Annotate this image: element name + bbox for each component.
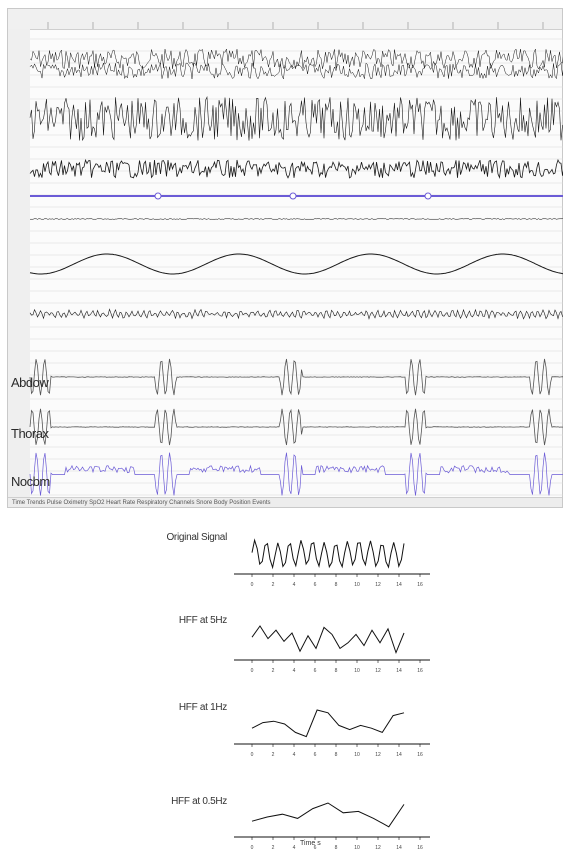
x-tick-label: 10 <box>354 582 360 588</box>
x-tick-label: 8 <box>335 668 338 674</box>
panel-label-hff-5hz: HFF at 5Hz <box>178 615 227 626</box>
psg-signal-viewer: Abdow Thorax Nocbm Time Trends Pulse Oxi… <box>7 8 563 508</box>
x-tick-label: 14 <box>396 752 402 758</box>
x-tick-label: 4 <box>293 752 296 758</box>
x-tick-label: 12 <box>375 752 381 758</box>
x-tick-label: 4 <box>293 668 296 674</box>
x-tick-label: 10 <box>354 845 360 850</box>
x-tick-label: 12 <box>375 668 381 674</box>
hff-plots: 0 2 4 6 8 10 12 14 16 0 2 4 6 8 10 12 14 16 0 2 4 6 8 10 12 14 16 0… <box>234 538 430 851</box>
channel-label-thorax: Thorax <box>11 426 49 441</box>
x-tick-label: 0 <box>251 845 254 850</box>
ecg-trace <box>29 217 563 221</box>
status-bar: Time Trends Pulse Oximetry SpO2 Heart Ra… <box>8 497 562 507</box>
psg-traces <box>8 22 563 499</box>
x-tick-label: 6 <box>314 845 317 850</box>
emg-trace <box>29 158 563 180</box>
x-tick-label: 2 <box>272 752 275 758</box>
x-tick-label: 8 <box>335 845 338 850</box>
thorax-trace <box>29 408 563 446</box>
x-tick-label: 12 <box>375 845 381 850</box>
x-tick-label: 4 <box>293 582 296 588</box>
waveform-hff-0.5hz <box>251 802 405 828</box>
abdomen-trace <box>29 358 563 396</box>
x-tick-label: 10 <box>354 668 360 674</box>
hff-filter-figure: Original Signal HFF at 5Hz HFF at 1Hz HF… <box>0 512 563 851</box>
channel-label-nasal: Nocbm <box>11 474 50 489</box>
x-tick-label: 2 <box>272 845 275 850</box>
waveform-original-signal <box>251 538 405 570</box>
panel-label-hff-1hz: HFF at 1Hz <box>178 702 227 713</box>
x-tick-label: 0 <box>251 752 254 758</box>
waveform-hff-5hz <box>251 625 405 655</box>
x-tick-label: 2 <box>272 668 275 674</box>
eeg-trace-2 <box>29 62 563 80</box>
x-axis-label: Time s <box>300 840 321 847</box>
x-tick-label: 10 <box>354 752 360 758</box>
x-tick-label: 6 <box>314 668 317 674</box>
x-tick-label: 16 <box>417 668 423 674</box>
panel-label-hff-0.5hz: HFF at 0.5Hz <box>171 796 227 807</box>
eeg-trace-3 <box>29 96 563 142</box>
x-tick-label: 16 <box>417 845 423 850</box>
x-tick-label: 16 <box>417 752 423 758</box>
panel-label-original: Original Signal <box>166 532 227 543</box>
eeg-trace-1 <box>29 48 563 70</box>
x-tick-label: 0 <box>251 668 254 674</box>
x-tick-label: 6 <box>314 582 317 588</box>
waveform-hff-1hz <box>251 709 405 738</box>
x-tick-label: 14 <box>396 668 402 674</box>
x-tick-label: 12 <box>375 582 381 588</box>
x-tick-label: 2 <box>272 582 275 588</box>
x-tick-label: 16 <box>417 582 423 588</box>
nasal-flow-trace <box>29 452 563 496</box>
x-tick-label: 6 <box>314 752 317 758</box>
time-ruler[interactable] <box>8 9 562 30</box>
x-tick-label: 8 <box>335 582 338 588</box>
slow-wave-trace <box>29 253 563 275</box>
x-tick-label: 8 <box>335 752 338 758</box>
x-tick-label: 14 <box>396 582 402 588</box>
x-tick-label: 4 <box>293 845 296 850</box>
flow-trace <box>29 308 563 320</box>
event-marker <box>154 192 162 200</box>
channel-label-abdomen: Abdow <box>11 375 49 390</box>
x-tick-label: 14 <box>396 845 402 850</box>
event-marker <box>289 192 297 200</box>
event-marker <box>424 192 432 200</box>
channel-gutter <box>8 29 30 499</box>
x-tick-label: 0 <box>251 582 254 588</box>
